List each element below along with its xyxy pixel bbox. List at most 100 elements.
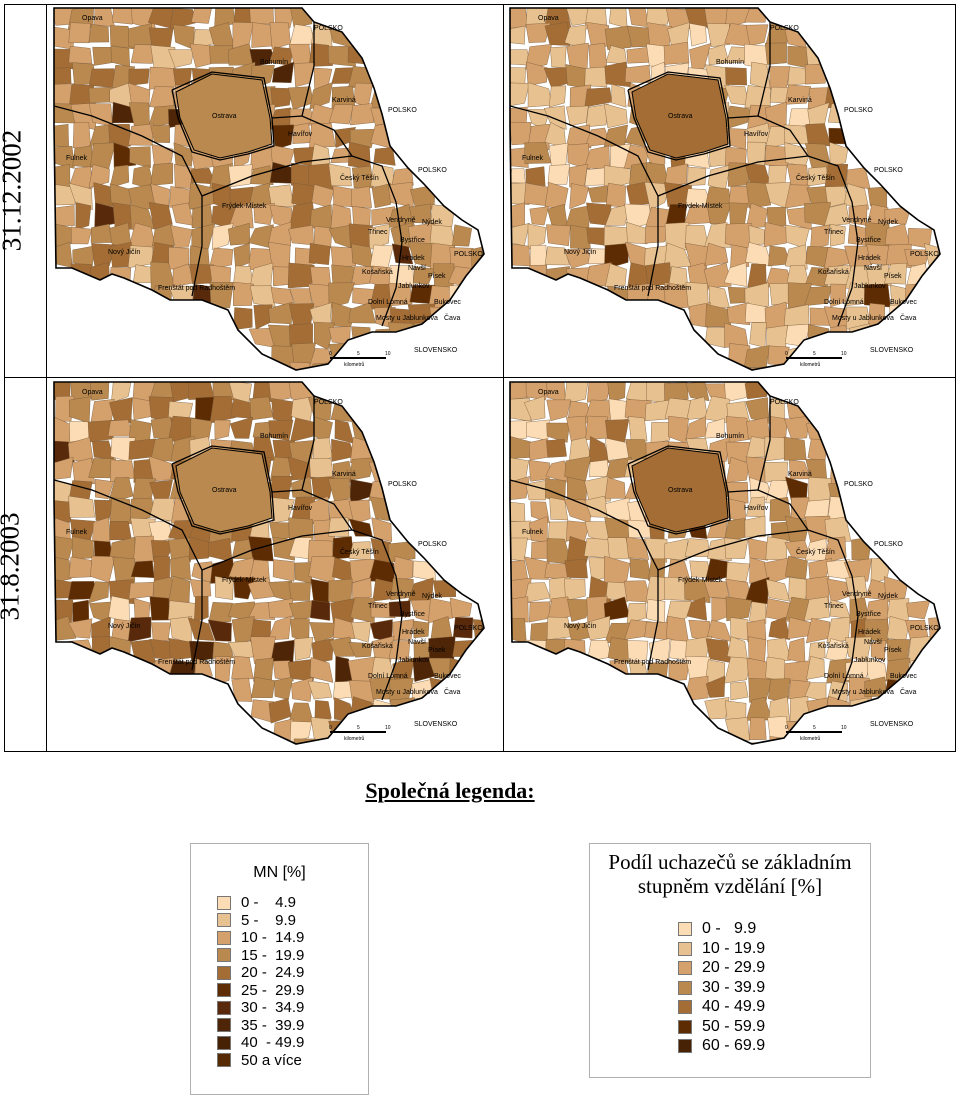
place-label: Nový Jičín [564, 623, 596, 630]
municipality [803, 596, 830, 621]
municipality [529, 206, 549, 226]
municipality [804, 285, 833, 307]
municipality [313, 225, 333, 251]
municipality [544, 246, 570, 266]
municipality [148, 455, 175, 482]
municipality [725, 67, 747, 86]
place-label: Opava [538, 15, 559, 22]
municipality [749, 322, 767, 348]
municipality [94, 499, 114, 521]
municipality [645, 262, 672, 287]
municipality [806, 656, 825, 680]
municipality [526, 61, 548, 86]
municipality [231, 677, 253, 702]
municipality [644, 538, 668, 563]
municipality [683, 8, 708, 28]
place-label: Nový Jičín [108, 249, 140, 256]
municipality [330, 598, 356, 624]
municipality [744, 43, 769, 70]
legend-edu-title-line2: stupněm vzdělání [%] [637, 874, 823, 898]
municipality [371, 183, 392, 209]
municipality [212, 641, 235, 659]
municipality [766, 637, 792, 663]
municipality [769, 283, 792, 306]
municipality [550, 46, 567, 68]
municipality [664, 538, 688, 561]
municipality [370, 699, 392, 724]
legend-mn-row: 50 a více [217, 1052, 302, 1069]
municipality [564, 382, 590, 405]
municipality [289, 600, 313, 622]
municipality [547, 203, 568, 228]
district-border [54, 479, 203, 671]
municipality [68, 182, 93, 211]
scale-bar-line [786, 731, 842, 733]
municipality [570, 224, 591, 249]
legend-mn-row: 20 - 24.9 [217, 964, 304, 981]
place-label: Košařiská [362, 269, 393, 276]
place-label: Frýdek-Místek [678, 577, 723, 584]
municipality [626, 602, 647, 624]
municipality [566, 42, 589, 69]
country-label: POLSKO [910, 251, 939, 258]
municipality [231, 655, 254, 680]
municipality [274, 8, 296, 29]
scale-tick-label: 5 [357, 351, 360, 357]
municipality [148, 66, 177, 90]
legend-edu-swatch [678, 1039, 692, 1053]
municipality [723, 382, 748, 403]
scale-bar: 0 5 10 kilometrů [329, 725, 391, 742]
place-label: Český Těšín [796, 547, 835, 556]
place-label: Fulnek [522, 155, 544, 162]
municipality [828, 127, 852, 145]
municipality [149, 498, 176, 523]
place-label: Karviná [332, 97, 356, 104]
municipality [726, 456, 750, 483]
municipality [510, 420, 532, 441]
municipality [107, 419, 133, 437]
scale-bar-line [786, 357, 842, 359]
place-label: Nýdek [878, 593, 898, 600]
municipality [288, 582, 311, 601]
municipality [191, 223, 216, 250]
municipality [628, 416, 648, 443]
municipality [586, 382, 612, 403]
municipality [208, 602, 233, 624]
municipality [352, 577, 372, 603]
country-label: POLSKO [388, 481, 417, 488]
municipality [829, 223, 846, 247]
municipality [208, 537, 233, 563]
municipality [308, 243, 331, 265]
municipality [412, 560, 436, 582]
municipality [723, 656, 752, 684]
scale-unit: kilometrů [800, 361, 821, 368]
municipality [91, 243, 116, 267]
municipality [348, 641, 373, 658]
municipality [604, 25, 632, 50]
municipality [88, 581, 110, 604]
municipality [524, 556, 550, 580]
place-label: Ostrava [668, 113, 693, 120]
municipality [906, 600, 931, 620]
scale-tick-label: 0 [785, 725, 788, 731]
country-label: POLSKO [314, 25, 343, 32]
municipality [606, 382, 626, 403]
place-label: Havířov [288, 505, 313, 512]
municipality [588, 42, 608, 70]
legend-mn-label: 15 - 19.9 [241, 946, 305, 964]
municipality [744, 515, 766, 538]
scale-tick-label: 10 [385, 351, 391, 357]
place-label: Čava [900, 313, 916, 322]
municipality-ostrava [631, 73, 729, 159]
place-label: Návší [864, 265, 882, 272]
municipality [309, 622, 336, 644]
municipality [89, 601, 113, 624]
municipality [546, 422, 570, 443]
municipality [724, 537, 749, 559]
municipality [529, 601, 551, 623]
legend-mn-row: 40 - 49.9 [217, 1034, 304, 1051]
municipality [844, 245, 873, 269]
place-label: Nýdek [422, 593, 442, 600]
municipality [228, 164, 253, 188]
municipality [349, 457, 376, 481]
